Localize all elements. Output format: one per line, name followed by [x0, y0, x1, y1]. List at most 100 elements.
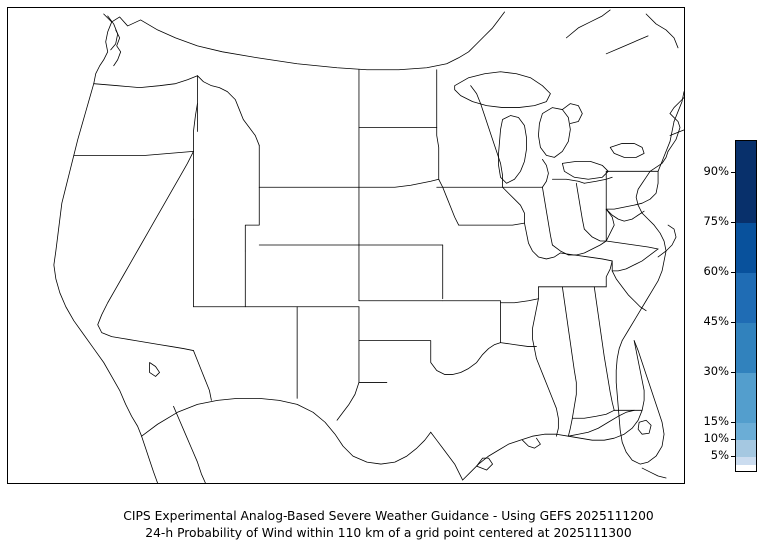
map-geometry [53, 9, 684, 483]
colorbar-tick-label: 90% [703, 164, 729, 179]
lake-superior [454, 71, 551, 108]
lake-erie [561, 160, 609, 180]
coast-newengland [669, 97, 684, 114]
border-mn-wi [470, 85, 503, 188]
colorbar-tick-label: 45% [703, 314, 729, 329]
border-nc-sc [611, 248, 659, 272]
coast-florida-west [633, 340, 645, 411]
border-ms-al [561, 286, 577, 437]
colorbar-tick-mark [731, 271, 735, 273]
border-oh-mi [583, 176, 613, 184]
delaware-bay [649, 150, 669, 172]
border-sc-ga [611, 270, 647, 312]
coast-newjersey-newyork [667, 113, 681, 152]
border-ca-az [193, 350, 212, 401]
colorbar-tick-mark [731, 421, 735, 423]
lake-huron [538, 107, 571, 158]
border-ca-nv [97, 150, 194, 351]
louisiana-delta [522, 437, 541, 449]
map-panel [7, 7, 685, 484]
caption-line-2: 24-h Probability of Wind within 110 km o… [145, 526, 632, 540]
colorbar-band-15 [736, 423, 756, 440]
border-pa-md-nj [605, 170, 659, 210]
border-nm-tx-west [336, 382, 360, 421]
colorbar-band-90 [736, 141, 756, 223]
border-in-oh [575, 182, 585, 230]
colorbar-band-45 [736, 323, 756, 373]
border-sd-ne [358, 178, 440, 188]
georgian-bay [561, 103, 583, 124]
salton-sea [149, 362, 160, 377]
border-id-mt [197, 75, 260, 146]
florida-keys [641, 467, 667, 479]
puget-sound [113, 29, 122, 67]
border-ky-tn [559, 252, 613, 272]
coast-atlantic-south [621, 212, 667, 341]
chesapeake-bay [635, 170, 651, 214]
colorbar-band-60 [736, 273, 756, 323]
coast-washington [93, 21, 113, 85]
border-il-in [542, 186, 553, 246]
colorbar-tick-label: 15% [703, 414, 729, 429]
canada-coast-ne [565, 9, 611, 39]
figure-caption: CIPS Experimental Analog-Based Severe We… [0, 508, 777, 542]
border-ia-mo [458, 222, 525, 226]
border-ut-wy [244, 186, 260, 252]
lake-michigan [498, 115, 527, 184]
colorbar-tick-label: 60% [703, 264, 729, 279]
colorbar-band-75 [736, 223, 756, 273]
coast-oregon-california [53, 83, 143, 437]
border-ok-tx [358, 340, 501, 375]
baja-california [141, 435, 158, 483]
us-map [53, 9, 684, 483]
border-nm-tx [358, 306, 388, 383]
colorbar-tick-container: 90% 75% 60% 45% 30% 15% 10% 5% [690, 140, 735, 472]
canada-stlawrence [605, 35, 649, 55]
mexico-border [141, 397, 432, 465]
caption-line-1: CIPS Experimental Analog-Based Severe We… [123, 509, 654, 523]
border-ny-newengland [657, 121, 675, 172]
vancouver-island [107, 15, 119, 51]
lake-ontario [609, 143, 645, 158]
colorbar-tick-mark [731, 171, 735, 173]
border-al-fl-panhandle [571, 409, 615, 419]
border-wi-mi [542, 158, 549, 188]
colorbar-tick-label: 75% [703, 214, 729, 229]
long-island [669, 129, 684, 136]
border-ar-ms [532, 298, 539, 359]
border-ar-mo [500, 286, 539, 304]
border-fl-panhandle-coast [567, 409, 635, 437]
border-in-mi [551, 178, 585, 184]
border-wv-va [605, 208, 615, 242]
border-or-id [193, 103, 198, 152]
colorbar-tick-label: 30% [703, 364, 729, 379]
colorbar-tick-label: 5% [710, 448, 729, 463]
colorbar-tick-mark [731, 221, 735, 223]
colorbar-band-30 [736, 373, 756, 423]
texas-bays [476, 457, 493, 471]
border-ny-vt-nh [673, 91, 684, 122]
canada-border [103, 11, 505, 71]
colorbar-tick-mark [731, 321, 735, 323]
border-ne-ia-mo [438, 178, 460, 226]
border-sd-mn-ia [436, 127, 440, 180]
colorbar-band-10 [736, 440, 756, 457]
colorbar-tick-mark [731, 455, 735, 457]
border-la-ms [536, 358, 559, 437]
border-al-ga [593, 286, 615, 411]
colorbar-tick-label: 10% [703, 431, 729, 446]
border-tn-nc [605, 260, 613, 288]
border-il-mo-ky [524, 222, 561, 260]
coast-carolina-outer-banks [657, 224, 677, 258]
border-va-nc [605, 240, 659, 250]
border-in-ky [551, 240, 607, 256]
border-ia-wi-il [502, 186, 525, 224]
colorbar-band-5 [736, 457, 756, 465]
colorbar-tick-mark [731, 371, 735, 373]
border-ok-mo-ks [442, 300, 501, 304]
canada-coast-labrador [645, 13, 679, 49]
border-oh-wv-pa [583, 228, 607, 242]
border-md-wv-va [605, 208, 645, 222]
lake-okeechobee [637, 419, 652, 435]
